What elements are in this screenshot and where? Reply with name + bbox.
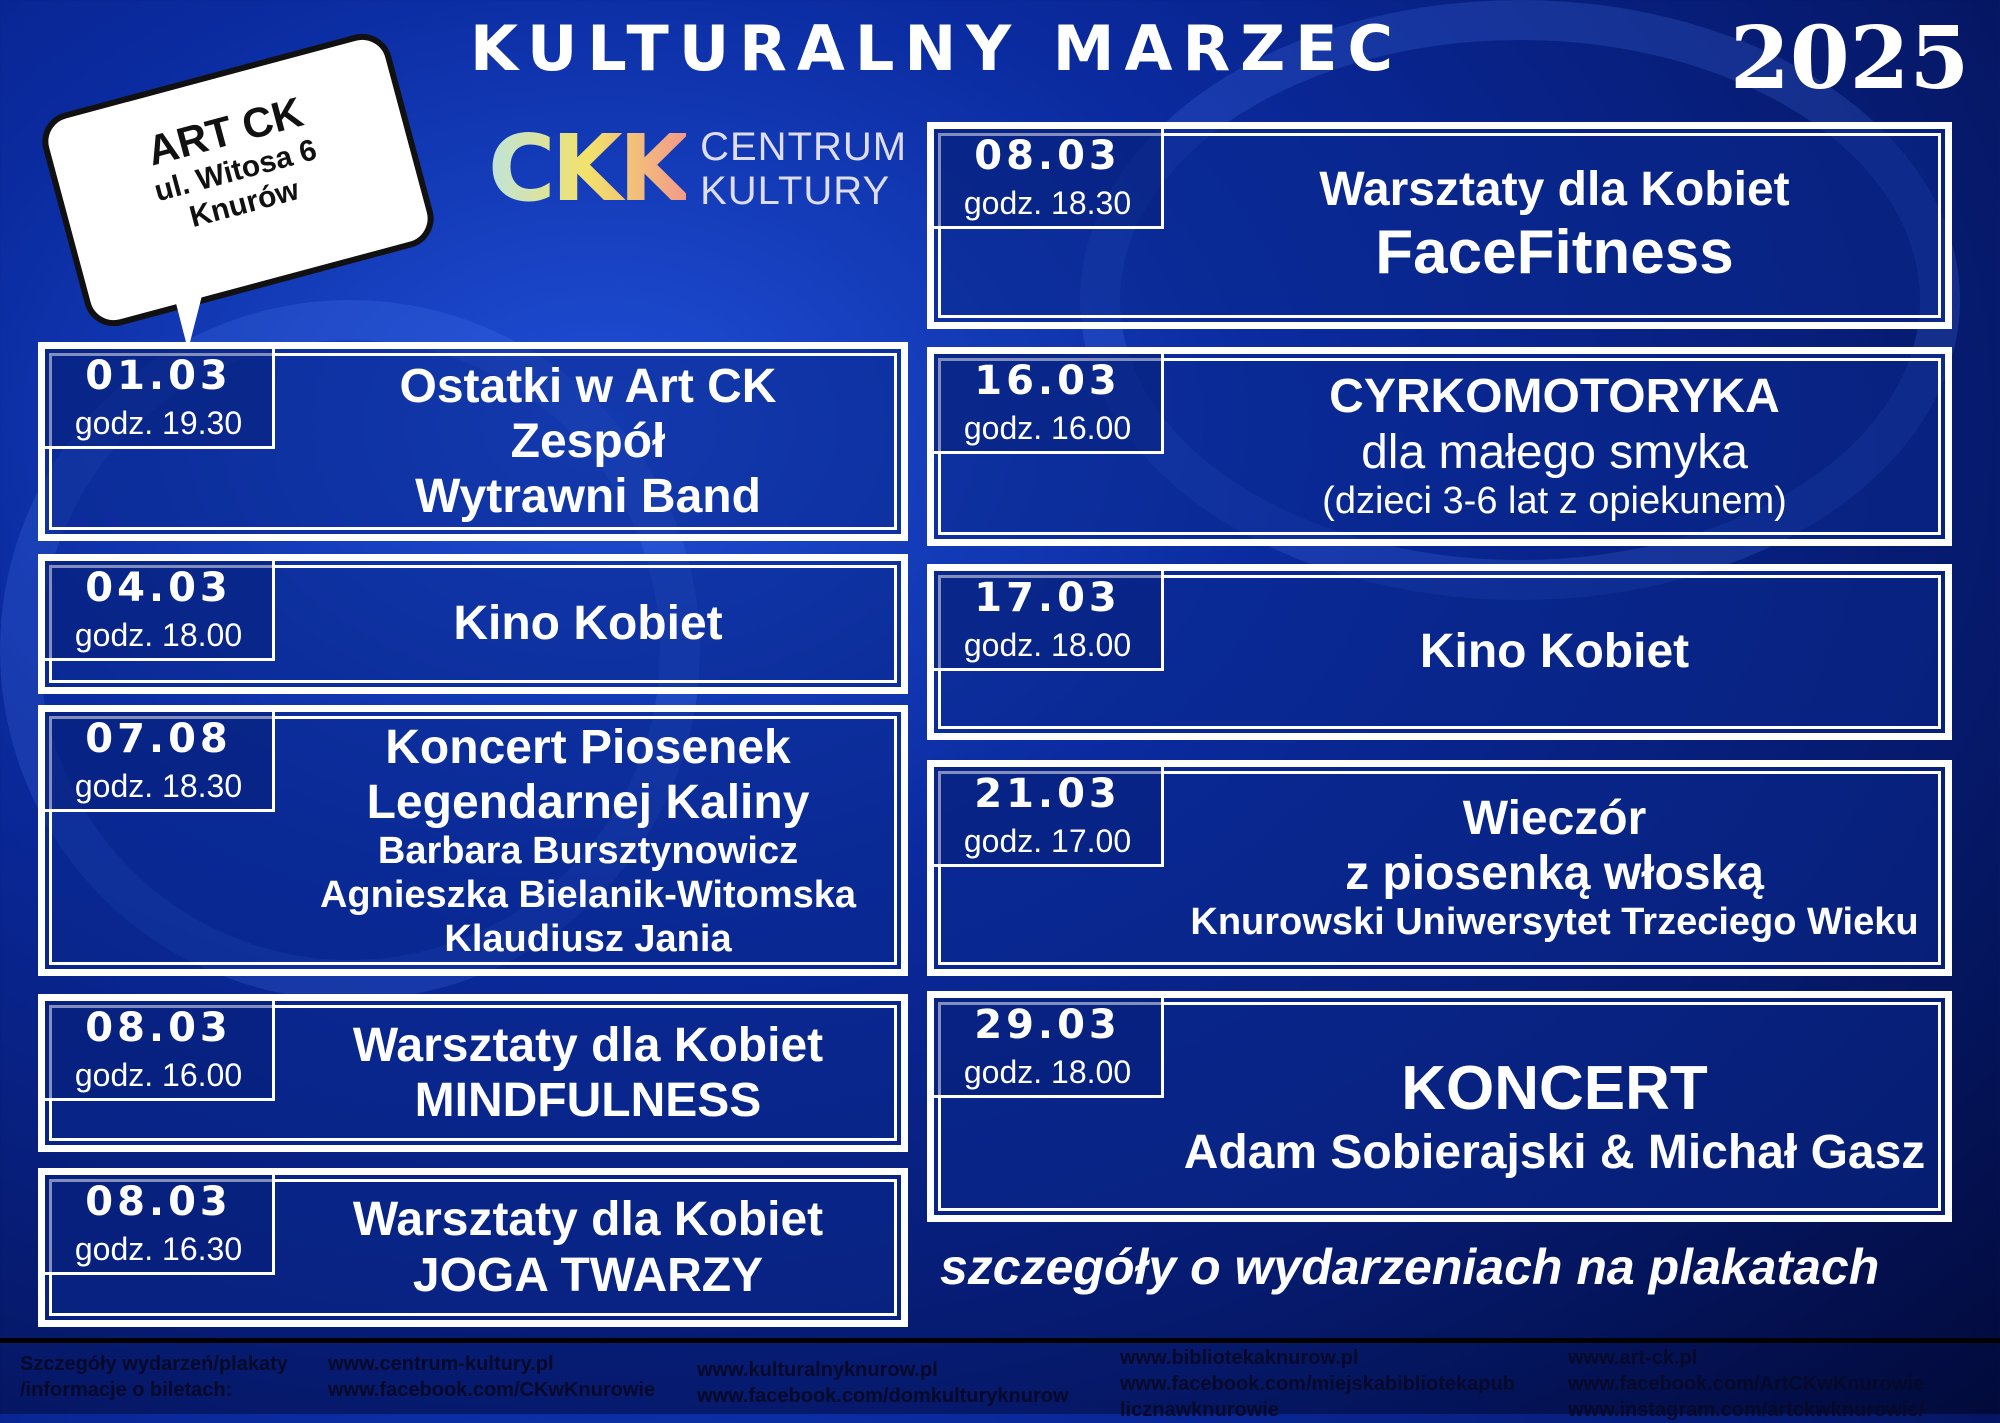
event-description: Ostatki w Art CK Zespół Wytrawni Band [275,349,901,534]
event-date: 07.08 [85,716,232,762]
footer-link[interactable]: www.kulturalnyknurow.pl [697,1359,938,1381]
event-time: godz. 18.00 [963,1054,1132,1090]
event-line: Warsztaty dla Kobiet [1319,163,1790,217]
event-line: Legendarnej Kaliny [366,775,810,829]
event-line: Ostatki w Art CK [399,359,777,413]
event-line: z piosenką włoską [1345,847,1764,901]
event-description: Kino Kobiet [1164,571,1945,733]
event-line: Klaudiusz Jania [444,917,732,960]
event-line: dla małego smyka [1361,425,1748,479]
event-date-box: 16.03 godz. 16.00 [934,354,1164,454]
logo-text-2: KULTURY [700,168,891,213]
footer-link[interactable]: www.centrum-kultury.pl [328,1353,554,1375]
event-description: Warsztaty dla Kobiet JOGA TWARZY [275,1175,901,1320]
event-time: godz. 16.00 [963,410,1132,446]
footer-label: /informacje o biletach: [20,1379,233,1401]
event-date: 04.03 [85,565,232,611]
event-card[interactable]: 04.03 godz. 18.00 Kino Kobiet [38,554,908,694]
event-description: KONCERT Adam Sobierajski & Michał Gasz [1164,998,1945,1215]
event-card[interactable]: 07.08 godz. 18.30 Koncert Piosenek Legendar… [38,705,908,976]
event-description: CYRKOMOTORYKA dla małego smyka (dzieci 3-6… [1164,354,1945,539]
bubble-tail [170,280,206,350]
event-description: Warsztaty dla Kobiet MINDFULNESS [275,1001,901,1145]
event-time: godz. 18.00 [74,617,243,653]
event-line: Warsztaty dla Kobiet [352,1193,824,1247]
event-line: Knurowski Uniwersytet Trzeciego Wieku [1190,901,1919,944]
event-line: (dzieci 3-6 lat z opiekunem) [1322,479,1787,522]
event-date-box: 07.08 godz. 18.30 [45,712,275,812]
footer-link[interactable]: licznawknurowie [1120,1399,1279,1421]
footer-link[interactable]: www.facebook.com/domkulturyknurow [697,1385,1069,1407]
event-line: KONCERT [1401,1054,1708,1124]
footer-link[interactable]: www.facebook.com/miejskabibliotekapub [1120,1373,1515,1395]
event-line: Barbara Bursztynowicz [377,830,799,873]
page-title: KULTURALNY MARZEC [470,12,1404,85]
event-line: Agnieszka Bielanik-Witomska [319,873,857,916]
event-card[interactable]: 08.03 godz. 18.30 Warsztaty dla Kobiet Face… [927,122,1952,329]
event-date: 08.03 [974,133,1121,179]
event-description: Kino Kobiet [275,561,901,687]
event-date: 08.03 [85,1005,232,1051]
event-line: Zespół [510,414,666,468]
event-description: Koncert Piosenek Legendarnej Kaliny Barbar… [275,712,901,969]
event-date: 08.03 [85,1179,232,1225]
logo-mark: CKK [488,115,690,222]
footer-label: Szczegóły wydarzeń/plakaty [20,1353,288,1375]
footer-link[interactable]: www.art-ck.pl [1568,1347,1698,1369]
event-line: Kino Kobiet [453,597,723,651]
event-time: godz. 17.00 [963,823,1132,859]
event-card[interactable]: 08.03 godz. 16.00 Warsztaty dla Kobiet MIND… [38,994,908,1152]
event-time: godz. 18.30 [963,185,1132,221]
footer-link[interactable]: www.instagram.com/artckwknurowie/ [1568,1399,1925,1421]
event-line: Koncert Piosenek [385,720,791,774]
tagline: szczegóły o wydarzeniach na plakatach [940,1239,1880,1295]
centrum-kultury-logo: CKK CENTRUM KULTURY [488,115,907,222]
event-line: CYRKOMOTORYKA [1329,370,1780,424]
logo-text-1: CENTRUM [700,124,908,169]
footer-link[interactable]: www.facebook.com/ArtCKwKnurowie [1568,1373,1924,1395]
event-line: Kino Kobiet [1419,625,1690,679]
event-time: godz. 19.30 [74,405,243,441]
event-date: 01.03 [85,353,232,399]
event-time: godz. 16.00 [74,1057,243,1093]
event-date-box: 01.03 godz. 19.30 [45,349,275,449]
event-card[interactable]: 08.03 godz. 16.30 Warsztaty dla Kobiet JOGA… [38,1168,908,1327]
event-date-box: 17.03 godz. 18.00 [934,571,1164,671]
event-description: Warsztaty dla Kobiet FaceFitness [1164,129,1945,322]
event-date-box: 21.03 godz. 17.00 [934,767,1164,867]
event-line: Wieczór [1462,791,1647,845]
event-line: Warsztaty dla Kobiet [352,1018,824,1072]
event-card[interactable]: 29.03 godz. 18.00 KONCERT Adam Sobierajski … [927,991,1952,1222]
event-card[interactable]: 21.03 godz. 17.00 Wieczór z piosenką włoską… [927,760,1952,976]
event-date: 16.03 [974,358,1121,404]
event-date: 17.03 [974,575,1121,621]
event-description: Wieczór z piosenką włoską Knurowski Uniwer… [1164,767,1945,969]
footer-link[interactable]: www.facebook.com/CKwKnurowie [328,1379,656,1401]
event-date-box: 08.03 godz. 18.30 [934,129,1164,229]
event-date-box: 04.03 godz. 18.00 [45,561,275,661]
event-date: 29.03 [974,1002,1121,1048]
event-date: 21.03 [974,771,1121,817]
event-card[interactable]: 16.03 godz. 16.00 CYRKOMOTORYKA dla małego … [927,347,1952,546]
location-bubble: ART CK ul. Witosa 6 Knurów [35,27,441,333]
event-date-box: 08.03 godz. 16.00 [45,1001,275,1101]
event-time: godz. 18.30 [74,768,243,804]
footer: Szczegóły wydarzeń/plakaty/informacje o … [0,1338,2000,1421]
event-line: Adam Sobierajski & Michał Gasz [1183,1125,1926,1179]
year: 2025 [1730,8,1970,109]
event-date-box: 29.03 godz. 18.00 [934,998,1164,1098]
event-line: FaceFitness [1375,218,1734,288]
event-card[interactable]: 01.03 godz. 19.30 Ostatki w Art CK Zespół Wy… [38,342,908,541]
event-line: MINDFULNESS [414,1074,762,1127]
event-line: JOGA TWARZY [412,1248,764,1302]
event-time: godz. 16.30 [74,1231,243,1267]
event-card[interactable]: 17.03 godz. 18.00 Kino Kobiet [927,564,1952,740]
footer-link[interactable]: www.bibliotekaknurow.pl [1120,1347,1359,1369]
event-time: godz. 18.00 [963,627,1132,663]
event-line: Wytrawni Band [415,470,761,524]
event-date-box: 08.03 godz. 16.30 [45,1175,275,1275]
